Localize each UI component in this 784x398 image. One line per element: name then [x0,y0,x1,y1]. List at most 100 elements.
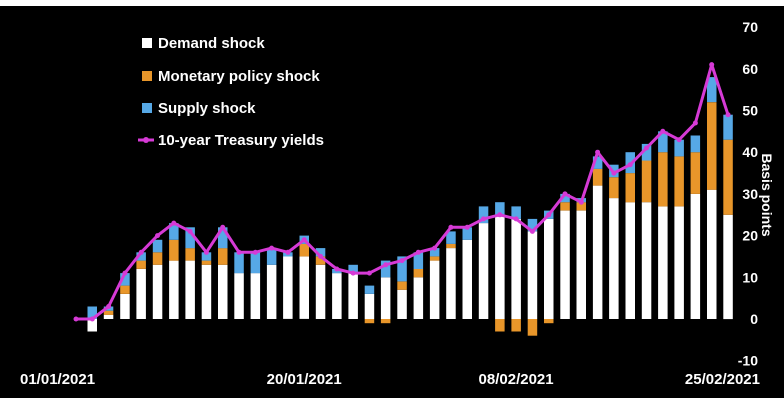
y-tick-label: 0 [750,311,758,327]
bar-monetary [429,256,440,261]
y-tick-label: 60 [742,61,758,77]
point-yields [106,304,112,309]
bar-demand [576,210,586,319]
bar-monetary [527,319,538,336]
bar-monetary [136,260,146,269]
y-tick-label: 50 [742,103,758,119]
point-yields [89,316,95,322]
bar-supply [136,252,146,261]
bar-supply [511,206,521,219]
point-yields [399,258,405,264]
bar-demand [299,256,309,319]
legend-label-yields: 10-year Treasury yields [158,132,324,149]
bar-supply [446,231,456,244]
point-yields [236,249,242,255]
point-yields [171,220,177,226]
bar-demand [380,277,391,319]
legend-marker-yields [143,137,149,143]
bar-monetary [299,243,309,257]
point-yields [513,216,519,222]
bar-supply [120,273,130,286]
x-tick-label: 01/01/2021 [20,371,95,388]
bar-demand [103,314,114,319]
bar-demand [527,231,538,319]
bar-supply [592,156,603,169]
bar-monetary [707,102,717,190]
bar-demand [429,260,440,319]
point-yields [644,145,649,151]
point-yields [546,212,552,218]
chart-title-strip [0,0,784,6]
bar-demand [218,264,228,319]
point-yields [709,62,715,68]
bar-demand [120,294,130,319]
bar-monetary [315,256,326,265]
bar-monetary [560,202,570,211]
bar-monetary [120,285,130,294]
bar-demand [185,260,195,319]
bar-demand [397,289,407,319]
bar-supply [658,131,668,153]
legend-swatch-supply [142,103,152,113]
bar-monetary [446,243,456,249]
bar-supply [234,252,244,274]
point-yields [692,120,698,126]
x-tick-label: 20/01/2021 [267,371,342,388]
y-tick-label: 20 [742,228,758,244]
x-tick-label: 25/02/2021 [685,371,760,388]
bar-demand [511,218,521,319]
bar-supply [364,285,375,294]
bar-supply [380,260,391,278]
bar-supply [201,252,212,261]
bar-monetary [641,160,652,203]
bar-supply [185,227,195,249]
bar-supply [429,248,440,257]
bar-monetary [609,177,619,199]
y-tick-label: 30 [742,186,758,202]
bar-demand [201,264,212,319]
bar-monetary [625,173,635,203]
bar-supply [641,143,652,161]
bar-demand [169,260,179,319]
bar-demand [364,294,375,319]
bar-monetary [544,319,554,324]
bar-monetary [413,269,424,278]
bar-supply [152,239,163,253]
bar-monetary [169,239,179,261]
bar-monetary [592,168,603,186]
bar-demand [478,223,489,319]
bar-monetary [380,319,391,324]
bar-demand [152,264,163,319]
bar-supply [169,223,179,240]
point-yields [578,199,584,205]
bar-demand [658,206,668,319]
bar-supply [266,248,277,265]
bar-demand [250,273,261,319]
y-tick-label: 70 [742,19,758,35]
bar-supply [218,227,228,249]
point-yields [481,216,486,222]
point-yields [562,191,568,197]
bar-supply [413,252,424,269]
bar-monetary [723,139,733,215]
point-yields [252,249,258,255]
point-yields [220,224,226,230]
legend-label-demand: Demand shock [158,35,265,52]
point-yields [595,149,601,155]
bar-demand [266,264,277,319]
bar-supply [348,264,358,274]
bar-supply [707,77,717,103]
point-yields [73,316,79,322]
y-tick-label: 40 [742,144,758,160]
point-yields [203,249,209,255]
point-yields [611,170,617,176]
point-yields [269,245,275,251]
bar-demand [609,198,619,319]
point-yields [497,212,503,218]
bar-supply [87,306,97,319]
legend-item-demand: Demand shock [142,35,265,52]
bar-demand [332,273,342,319]
bar-demand [87,319,97,332]
